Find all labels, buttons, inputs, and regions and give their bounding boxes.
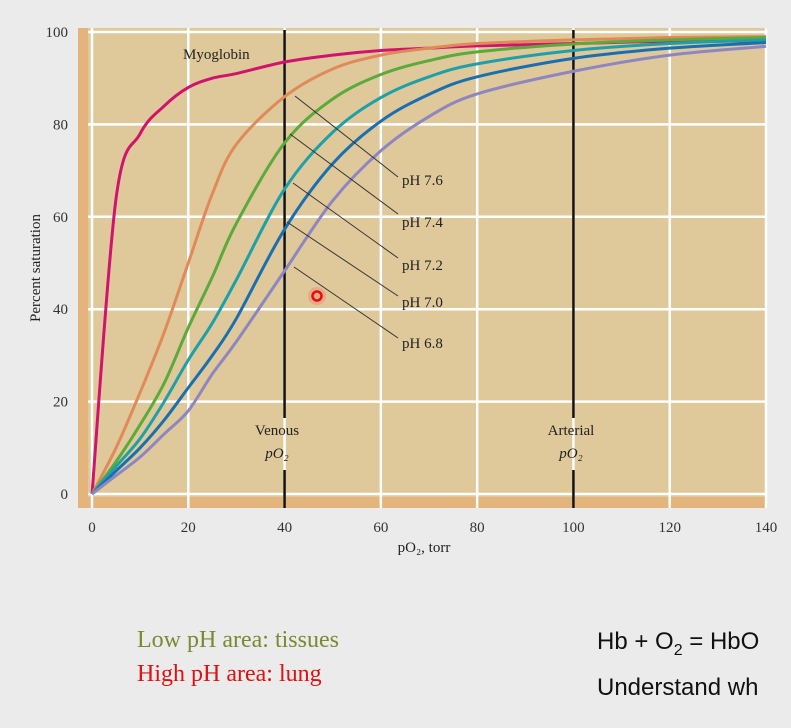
venous-po2-label: pO₂: [264, 446, 289, 462]
y-tick-label: 80: [53, 117, 68, 133]
x-tick-label: 60: [373, 520, 388, 536]
x-tick-label: 0: [88, 520, 96, 536]
y-tick-label: 40: [53, 302, 68, 318]
series-label-ph72: pH 7.2: [402, 258, 443, 274]
equation-right: = HbO: [682, 628, 760, 655]
arterial-label: Arterial: [548, 423, 595, 439]
low-ph-note: Low pH area: tissues: [137, 627, 339, 653]
x-tick-label: 40: [277, 520, 292, 536]
x-tick-label: 140: [755, 520, 778, 536]
reference-lines: [283, 30, 575, 508]
arterial-po2-label: pO₂: [558, 446, 583, 462]
curve-ph-7-4: [90, 36, 767, 495]
equation-left: Hb + O: [597, 628, 674, 655]
left-stripe: [78, 28, 88, 508]
x-tick-label: 120: [658, 520, 681, 536]
equation-text: Hb + O2 = HbO: [597, 628, 759, 660]
equation-sub: 2: [673, 641, 683, 659]
curves: [90, 35, 767, 496]
series-label-ph76: pH 7.6: [402, 173, 443, 189]
y-tick-labels: 0 20 40 60 80 100: [46, 25, 69, 503]
y-tick-label: 20: [53, 395, 68, 411]
y-tick-label: 60: [53, 210, 68, 226]
y-tick-label: 100: [46, 25, 69, 41]
curve-ph-6-8: [91, 44, 767, 496]
leader-lines: [286, 95, 399, 339]
series-label-ph70: pH 7.0: [402, 295, 443, 311]
leader-line: [292, 182, 399, 259]
x-tick-label: 80: [470, 520, 485, 536]
x-tick-labels: 0 20 40 60 80 100 120 140: [88, 520, 777, 536]
high-ph-note: High pH area: lung: [137, 661, 322, 687]
y-tick-label: 0: [61, 487, 69, 503]
understand-text: Understand wh: [597, 674, 759, 701]
curve-ph-7-2: [90, 38, 767, 495]
cursor-indicator: [308, 287, 326, 305]
series-label-ph68: pH 6.8: [402, 336, 443, 352]
series-label-myoglobin: Myoglobin: [183, 47, 250, 63]
x-tick-label: 20: [181, 520, 196, 536]
x-tick-label: 100: [562, 520, 585, 536]
y-axis-label: Percent saturation: [28, 214, 44, 322]
curve-ph-7-0: [90, 41, 767, 496]
leader-line: [286, 221, 399, 297]
series-label-ph74: pH 7.4: [402, 215, 443, 231]
plot-background: [78, 28, 767, 508]
venous-label: Venous: [255, 423, 299, 439]
bottom-stripe: [78, 497, 767, 508]
leader-line: [289, 133, 399, 215]
curve-ph-7-6: [90, 35, 767, 495]
x-axis-label: pO₂, torr: [398, 540, 451, 556]
leader-line: [294, 95, 399, 178]
leader-line: [293, 266, 399, 339]
